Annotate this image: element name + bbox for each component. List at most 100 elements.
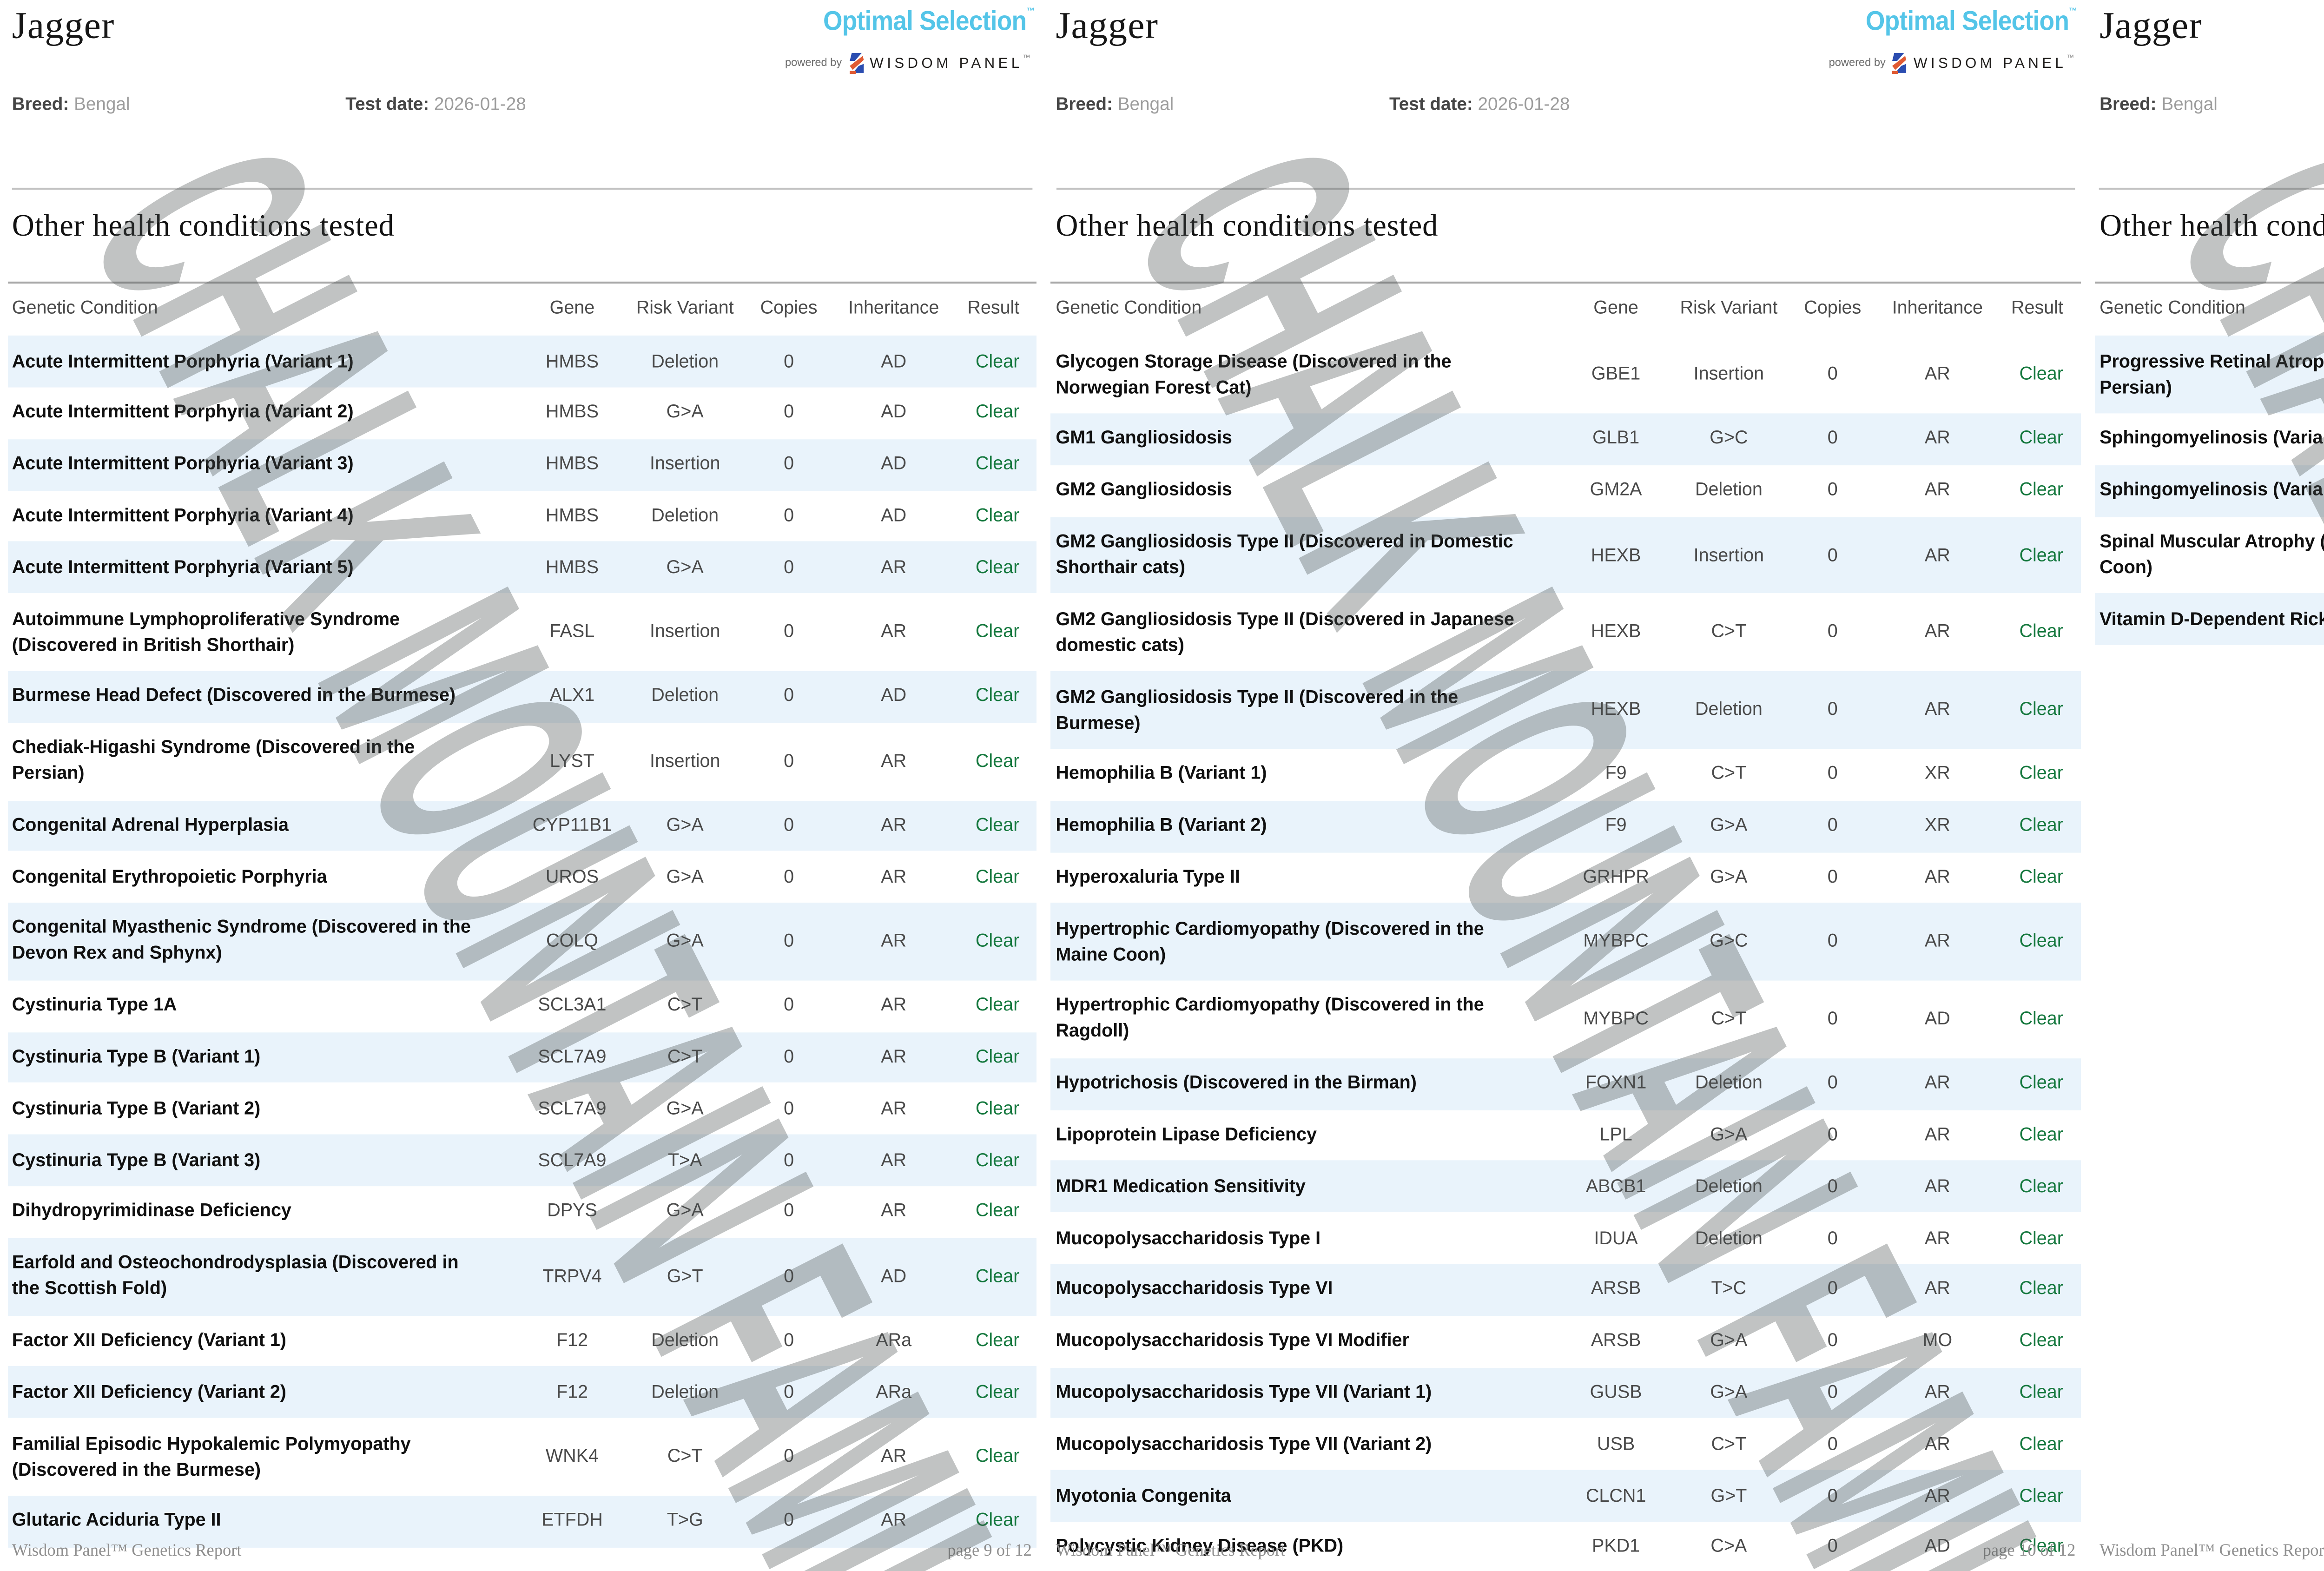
inheritance-value: AR [1924, 1073, 1950, 1093]
condition-name: Hypotrichosis (Discovered in the Birman) [1056, 1073, 1417, 1093]
inheritance-value: AR [881, 1510, 907, 1531]
gene-value: FOXN1 [1585, 1073, 1647, 1093]
test-date-label: Test date: [1389, 92, 1473, 113]
copies-value: 0 [784, 454, 794, 474]
table-row: Progressive Retinal Atrophy (Discovered … [2094, 336, 2324, 414]
gene-value: GBE1 [1591, 363, 1641, 384]
copies-value: 0 [784, 814, 794, 835]
col-inheritance: Inheritance [848, 298, 939, 318]
risk-variant-value: G>A [666, 556, 704, 577]
table-row: Acute Intermittent Porphyria (Variant 5)… [7, 542, 1037, 594]
risk-variant-value: G>A [1710, 815, 1748, 835]
result-value: Clear [2019, 1433, 2063, 1453]
inheritance-value: ARa [876, 1381, 912, 1402]
condition-name: Burmese Head Defect (Discovered in the B… [12, 686, 456, 706]
condition-name: GM2 Gangliosidosis Type II (Discovered i… [1056, 531, 1513, 577]
inheritance-value: AR [1924, 1227, 1950, 1248]
result-value: Clear [975, 402, 1020, 422]
gene-value: SCL3A1 [538, 995, 607, 1015]
inheritance-value: AD [1924, 1536, 1950, 1557]
breed-label: Breed: [1056, 92, 1113, 113]
copies-value: 0 [1827, 544, 1838, 564]
table-row: Burmese Head Defect (Discovered in the B… [7, 671, 1037, 723]
pet-name: Jagger [2100, 6, 2202, 48]
col-gene: Gene [549, 298, 595, 318]
table-row: Mucopolysaccharidosis Type VI ARSB T>C 0 AR C… [1050, 1264, 2081, 1316]
page-footer: Wisdom Panel™ Genetics Report page 9 of … [12, 1540, 1032, 1560]
col-genetic-condition: Genetic Condition [12, 298, 158, 318]
copies-value: 0 [1827, 1073, 1838, 1093]
footer-report-name: Wisdom Panel™ Genetics Report [12, 1540, 242, 1560]
table-row: Glutaric Aciduria Type II ETFDH T>G 0 AR Clea… [7, 1495, 1037, 1547]
copies-value: 0 [1827, 1124, 1838, 1145]
dna-helix-icon [849, 53, 863, 74]
inheritance-value: AR [1924, 363, 1950, 384]
risk-variant-value: Deletion [1695, 1227, 1763, 1248]
gene-value: F12 [556, 1381, 588, 1402]
risk-variant-value: Deletion [651, 1381, 719, 1402]
result-value: Clear [975, 931, 1020, 951]
copies-value: 0 [1827, 1536, 1838, 1557]
result-value: Clear [2019, 1330, 2063, 1351]
gene-value: UROS [545, 866, 599, 886]
copies-value: 0 [784, 621, 794, 641]
copies-value: 0 [1827, 1382, 1838, 1402]
risk-variant-value: Insertion [650, 621, 720, 641]
condition-name: Congenital Erythropoietic Porphyria [12, 866, 327, 886]
risk-variant-value: G>A [1710, 1382, 1748, 1402]
risk-variant-value: Deletion [651, 505, 719, 526]
risk-variant-value: G>A [1710, 1330, 1748, 1351]
inheritance-value: AR [1924, 699, 1950, 719]
section-title: Other health conditions tested [12, 208, 395, 243]
gene-value: HEXB [1591, 621, 1641, 642]
inheritance-value: MO [1922, 1330, 1953, 1351]
gene-value: HMBS [545, 454, 599, 474]
risk-variant-value: G>T [667, 1265, 703, 1286]
condition-name: Autoimmune Lymphoproliferative Syndrome … [12, 608, 400, 654]
gene-value: ALX1 [549, 686, 595, 706]
copies-value: 0 [1827, 763, 1838, 784]
result-value: Clear [2019, 763, 2063, 784]
logo-brand-text: Optimal Selection™ [822, 6, 1034, 36]
inheritance-value: AR [881, 931, 907, 951]
table-row: Acute Intermittent Porphyria (Variant 3)… [7, 439, 1037, 491]
inheritance-value: XR [1924, 763, 1950, 784]
condition-name: Congenital Adrenal Hyperplasia [12, 814, 289, 835]
result-value: Clear [975, 1149, 1020, 1170]
condition-name: Earfold and Osteochondrodysplasia (Disco… [12, 1252, 459, 1299]
copies-value: 0 [784, 350, 794, 371]
report-page: CHALK MOUNTAIN FAMILY FARM Jagger Optima… [0, 0, 1044, 1571]
table-body: Acute Intermittent Porphyria (Variant 1)… [7, 336, 1037, 1547]
result-value: Clear [975, 505, 1020, 526]
inheritance-value: AR [1924, 1124, 1950, 1145]
condition-name: Hemophilia B (Variant 2) [1056, 815, 1267, 835]
report-page: CHALK MOUNTAIN FAMILY FARM Jagger Optima… [2087, 0, 2324, 1571]
copies-value: 0 [1827, 363, 1838, 384]
risk-variant-value: G>C [1710, 428, 1748, 449]
condition-name: Vitamin D-Dependent Rickets [2100, 608, 2324, 629]
copies-value: 0 [1827, 815, 1838, 835]
result-value: Clear [975, 350, 1020, 371]
result-value: Clear [975, 1046, 1020, 1067]
pet-name: Jagger [1056, 6, 1159, 48]
risk-variant-value: C>T [1711, 763, 1747, 784]
breed-label: Breed: [2100, 92, 2157, 113]
condition-name: Sphingomyelinosis (Variant 2) [2100, 480, 2324, 500]
condition-name: Hypertrophic Cardiomyopathy (Discovered … [1056, 918, 1484, 964]
gene-value: ETFDH [541, 1510, 603, 1531]
condition-name: GM2 Gangliosidosis Type II (Discovered i… [1056, 686, 1459, 733]
gene-value: MYBPC [1583, 931, 1649, 951]
wisdom-trademark: ™ [1023, 54, 1034, 62]
col-risk-variant: Risk Variant [636, 298, 734, 318]
wisdom-panel-wordmark: WISDOM PANEL™ [870, 54, 1034, 72]
inheritance-value: AR [1924, 621, 1950, 642]
table-row: Myotonia Congenita CLCN1 G>T 0 AR Clear [1050, 1470, 2081, 1522]
inheritance-value: AR [1924, 544, 1950, 564]
condition-name: Myotonia Congenita [1056, 1485, 1231, 1505]
result-value: Clear [975, 1330, 1020, 1350]
table-row: Autoimmune Lymphoproliferative Syndrome … [7, 594, 1037, 671]
optimal-selection-logo: Optimal Selection™ powered by WISDOM PAN… [785, 4, 1034, 74]
risk-variant-value: Insertion [1693, 544, 1764, 564]
gene-value: SCL7A9 [538, 1046, 607, 1067]
